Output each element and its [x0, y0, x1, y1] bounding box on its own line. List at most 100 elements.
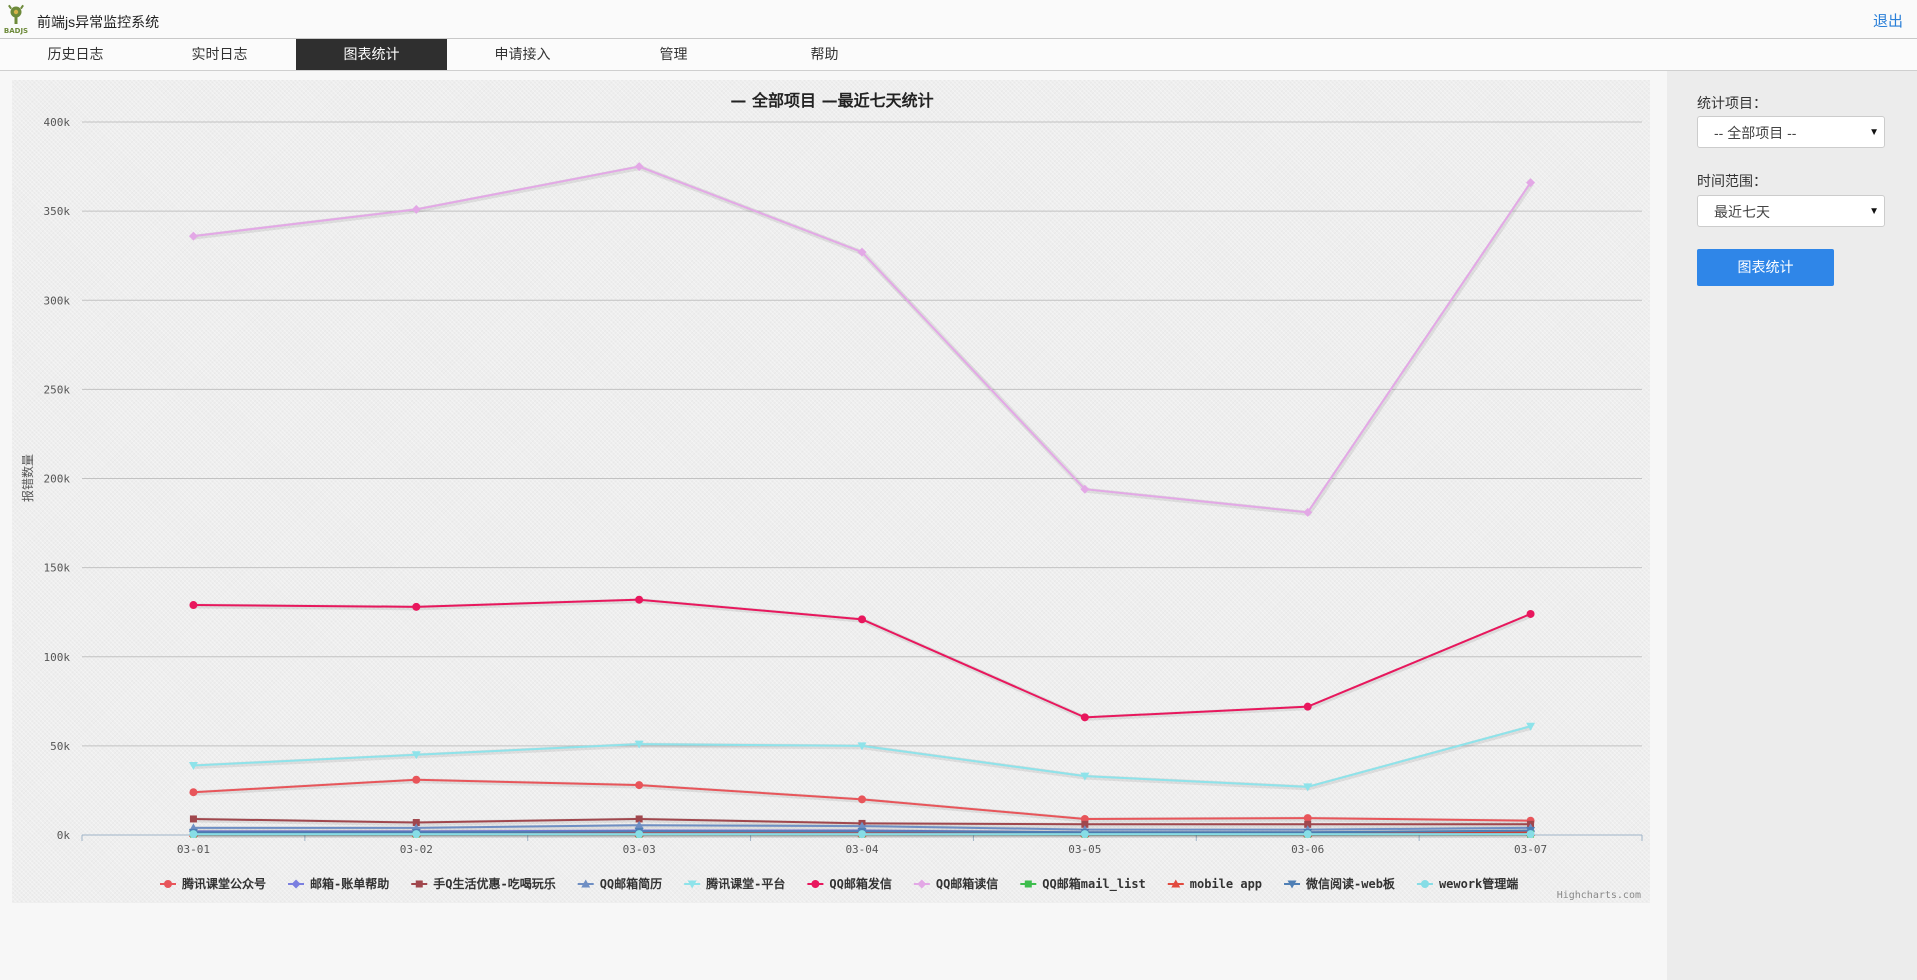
legend-item-2[interactable]: 手Q生活优惠-吃喝玩乐 [411, 876, 556, 891]
legend-marker[interactable] [917, 879, 927, 889]
legend-item-7[interactable]: QQ邮箱mail_list [1020, 876, 1146, 892]
data-point[interactable] [1304, 820, 1312, 828]
range-select[interactable]: 最近七天 ▼ [1697, 195, 1885, 227]
legend-marker[interactable] [1287, 880, 1297, 889]
main-nav: 历史日志 实时日志 图表统计 申请接入 管理 帮助 [0, 39, 1917, 71]
series-line[interactable] [193, 165, 1532, 514]
legend-label: wework管理端 [1439, 876, 1518, 891]
data-point[interactable] [412, 602, 421, 611]
y-axis-label: 报错数量 [20, 454, 35, 502]
data-point[interactable] [188, 231, 198, 241]
data-point[interactable] [635, 830, 644, 839]
data-point[interactable] [1080, 713, 1089, 722]
data-point[interactable] [1303, 830, 1312, 839]
data-point[interactable] [857, 821, 867, 830]
legend-marker[interactable] [1024, 880, 1032, 888]
data-point[interactable] [189, 601, 198, 610]
chart-stats-button[interactable]: 图表统计 [1697, 249, 1834, 286]
project-select-value: -- 全部项目 -- [1714, 125, 1797, 141]
legend-item-6[interactable]: QQ邮箱读信 [913, 876, 998, 891]
data-point[interactable] [412, 830, 421, 839]
chart-credits[interactable]: Highcharts.com [1557, 890, 1641, 901]
legend-item-1[interactable]: 邮箱-账单帮助 [288, 876, 389, 891]
legend-marker[interactable] [1420, 880, 1429, 888]
data-point[interactable] [858, 615, 866, 624]
data-point[interactable] [412, 819, 420, 827]
y-tick-label: 150k [44, 562, 71, 575]
legend-label: QQ邮箱简历 [600, 876, 662, 891]
range-label: 时间范围： [1697, 173, 1767, 189]
top-bar: BADJS 前端js异常监控系统 退出 [0, 0, 1917, 39]
chevron-down-icon: ▼ [1869, 127, 1879, 138]
legend-item-3[interactable]: QQ邮箱简历 [577, 876, 662, 891]
data-point[interactable] [635, 595, 644, 604]
data-point[interactable] [189, 788, 198, 797]
logout-link[interactable]: 退出 [1872, 13, 1903, 30]
data-point[interactable] [858, 795, 866, 804]
data-point[interactable] [412, 775, 421, 784]
legend-label: 腾讯课堂公众号 [181, 876, 266, 891]
legend-marker[interactable] [164, 880, 172, 888]
y-tick-label: 300k [44, 294, 71, 307]
nav-apply-access[interactable]: 申请接入 [494, 46, 551, 62]
legend-item-9[interactable]: 微信阅读-web板 [1284, 876, 1396, 891]
data-point[interactable] [189, 815, 197, 823]
data-point[interactable] [1526, 178, 1536, 188]
legend-item-8[interactable]: mobile app [1167, 877, 1262, 891]
legend-item-4[interactable]: 腾讯课堂-平台 [684, 876, 785, 891]
data-point[interactable] [857, 247, 867, 257]
chevron-down-icon: ▼ [1869, 206, 1879, 217]
nav-manage[interactable]: 管理 [659, 46, 688, 62]
data-point[interactable] [188, 761, 198, 770]
series-line[interactable] [193, 725, 1531, 788]
legend-marker[interactable] [687, 880, 697, 889]
data-point[interactable] [1080, 484, 1090, 494]
legend-label: QQ邮箱读信 [936, 876, 998, 891]
legend-marker[interactable] [415, 880, 423, 888]
logo-text: BADJS [4, 27, 28, 35]
data-point[interactable] [1080, 830, 1089, 839]
legend-marker[interactable] [291, 879, 301, 889]
data-point[interactable] [857, 742, 867, 751]
line-chart: — 全部项目 —最近七天统计 报错数量 0k 50k 100k 150k 200k 250… [20, 91, 1643, 901]
data-point[interactable] [411, 751, 421, 760]
project-select[interactable]: -- 全部项目 -- ▼ [1697, 116, 1885, 148]
data-point[interactable] [1303, 507, 1313, 517]
legend-marker[interactable] [1171, 879, 1181, 888]
nav-help[interactable]: 帮助 [810, 46, 839, 62]
y-tick-label: 350k [44, 205, 71, 218]
legend-marker[interactable] [811, 880, 820, 888]
x-tick-label: 03-07 [1514, 843, 1547, 856]
legend-label: mobile app [1190, 877, 1262, 891]
data-point[interactable] [635, 815, 643, 823]
data-point[interactable] [1526, 609, 1535, 618]
data-point[interactable] [411, 204, 421, 214]
data-point[interactable] [1526, 830, 1535, 839]
x-tick-label: 03-02 [400, 843, 433, 856]
legend-item-0[interactable]: 腾讯课堂公众号 [160, 876, 266, 891]
legend-marker[interactable] [581, 879, 591, 888]
data-point[interactable] [858, 830, 866, 839]
data-point[interactable] [634, 162, 644, 172]
data-point[interactable] [1303, 814, 1312, 823]
data-point[interactable] [1081, 820, 1089, 828]
legend-label: QQ邮箱mail_list [1042, 876, 1145, 892]
data-point[interactable] [1526, 722, 1536, 731]
chart-title: — 全部项目 —最近七天统计 [730, 91, 933, 110]
nav-history-logs[interactable]: 历史日志 [47, 46, 104, 62]
data-point[interactable] [189, 830, 198, 839]
data-point[interactable] [634, 820, 644, 829]
series-shadow [194, 724, 1533, 791]
nav-chart-stats[interactable]: 图表统计 [296, 39, 447, 70]
data-point[interactable] [634, 740, 644, 749]
data-point[interactable] [635, 781, 644, 790]
data-point[interactable] [1303, 702, 1312, 711]
legend-item-5[interactable]: QQ邮箱发信 [807, 876, 892, 891]
data-point[interactable] [1080, 772, 1090, 781]
series-5 [189, 595, 1535, 722]
legend-item-10[interactable]: wework管理端 [1416, 876, 1518, 891]
data-point[interactable] [1303, 783, 1313, 792]
nav-realtime-logs[interactable]: 实时日志 [191, 46, 248, 62]
y-tick-label: 50k [50, 740, 70, 753]
series-10 [189, 830, 1535, 839]
